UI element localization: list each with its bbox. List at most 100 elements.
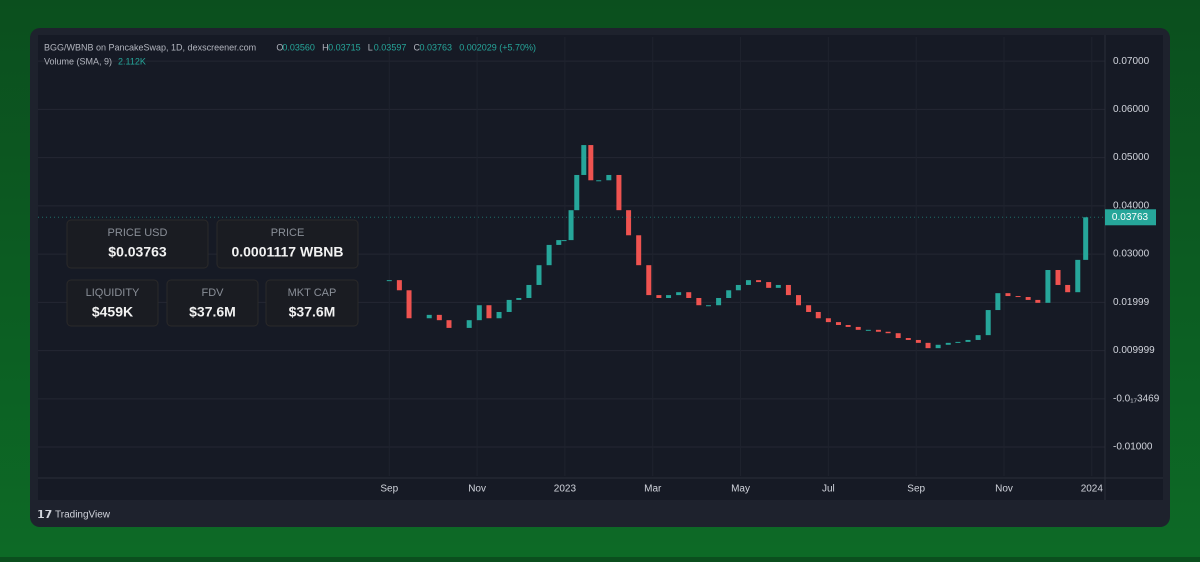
- candle: [646, 265, 652, 296]
- candle: [446, 320, 452, 328]
- stat-label: LIQUIDITY: [86, 287, 140, 299]
- candle: [915, 339, 921, 343]
- candle: [965, 339, 971, 342]
- y-tick-label: 0.05000: [1113, 152, 1150, 163]
- x-tick-label: Nov: [468, 484, 486, 495]
- candle: [676, 292, 682, 296]
- candle: [386, 280, 392, 282]
- candle: [546, 244, 552, 266]
- stat-card: [265, 279, 359, 327]
- candle: [1083, 217, 1089, 260]
- candle: [935, 344, 941, 349]
- x-tick-label: May: [731, 484, 750, 495]
- candle: [1025, 297, 1031, 300]
- stat-card: [216, 219, 359, 269]
- candle: [406, 290, 412, 319]
- candle: [975, 335, 981, 340]
- candle: [496, 311, 502, 319]
- candle: [588, 145, 594, 181]
- stat-label: PRICE USD: [108, 227, 168, 239]
- stat-label: PRICE: [271, 227, 305, 239]
- x-tick-label: 2023: [554, 484, 577, 495]
- y-tick-label: -0.0₁₇3469: [1113, 393, 1160, 404]
- candle: [1015, 296, 1021, 298]
- candle: [1045, 270, 1051, 303]
- candle: [875, 329, 881, 332]
- candle: [1055, 270, 1061, 285]
- y-tick-label: 0.07000: [1113, 56, 1150, 67]
- stat-label: FDV: [202, 287, 225, 299]
- candle: [568, 210, 574, 241]
- candle: [1035, 299, 1041, 303]
- candle: [606, 174, 612, 181]
- stat-card: [66, 279, 159, 327]
- candle: [556, 240, 562, 245]
- stat-value: $37.6M: [189, 304, 236, 320]
- candle: [466, 320, 472, 328]
- y-tick-label: 0.06000: [1113, 104, 1150, 115]
- candle: [596, 180, 602, 182]
- candle: [626, 210, 632, 236]
- ohlc-value: 0.03715: [328, 42, 361, 52]
- candle: [526, 284, 532, 298]
- candle: [656, 295, 662, 298]
- brand[interactable]: TradingView: [55, 510, 111, 521]
- candle: [865, 329, 871, 331]
- ohlc-value: 0.03560: [282, 42, 315, 52]
- candle: [835, 322, 841, 326]
- candle: [815, 311, 821, 319]
- volume-label: Volume (SMA, 9): [44, 56, 112, 66]
- ohlc-key: L: [368, 42, 373, 52]
- price-tag-label: 0.03763: [1112, 212, 1149, 223]
- stat-card: [166, 279, 259, 327]
- candle: [785, 284, 791, 296]
- candle: [796, 295, 802, 306]
- change: 0.002029 (+5.70%): [459, 42, 536, 52]
- x-tick-label: 2024: [1081, 484, 1104, 495]
- candle: [756, 280, 762, 283]
- stat-value: 0.0001117 WBNB: [231, 244, 343, 260]
- stat-value: $37.6M: [289, 304, 336, 320]
- candle: [716, 297, 722, 306]
- ohlc-value: 0.03763: [420, 42, 453, 52]
- y-tick-label: -0.01000: [1113, 442, 1153, 453]
- ohlc-key: H: [322, 42, 329, 52]
- stat-label: MKT CAP: [288, 287, 337, 299]
- candle: [506, 299, 512, 312]
- price-tag: [1105, 209, 1156, 226]
- candle: [766, 282, 772, 288]
- candle: [995, 293, 1001, 311]
- chart-title: BGG/WBNB on PancakeSwap, 1D, dexscreener…: [44, 42, 256, 52]
- candle: [735, 284, 741, 291]
- candle: [486, 305, 492, 319]
- candle: [775, 284, 781, 288]
- candle: [705, 305, 711, 307]
- y-tick-label: 0.03000: [1113, 249, 1150, 260]
- x-tick-label: Sep: [907, 484, 925, 495]
- candle: [745, 280, 751, 285]
- candle: [686, 292, 692, 298]
- candle: [806, 305, 812, 312]
- candle: [436, 314, 442, 321]
- ohlc-key: C: [414, 42, 421, 52]
- candle: [945, 342, 951, 345]
- candle: [895, 333, 901, 339]
- x-tick-label: Sep: [380, 484, 398, 495]
- candle: [696, 297, 702, 306]
- candle: [426, 314, 432, 319]
- candle: [581, 145, 587, 175]
- x-tick-label: Jul: [822, 484, 835, 495]
- candle: [1065, 284, 1071, 293]
- candle: [955, 341, 961, 343]
- stat-card: [66, 219, 209, 269]
- volume-value: 2.112K: [118, 56, 146, 66]
- logo: 𝟭𝟳: [37, 509, 52, 521]
- ohlc-key: O: [276, 42, 283, 52]
- candle: [885, 331, 891, 334]
- stat-value: $459K: [92, 304, 133, 320]
- candle: [845, 325, 851, 327]
- candle: [396, 280, 402, 291]
- candle: [616, 174, 622, 211]
